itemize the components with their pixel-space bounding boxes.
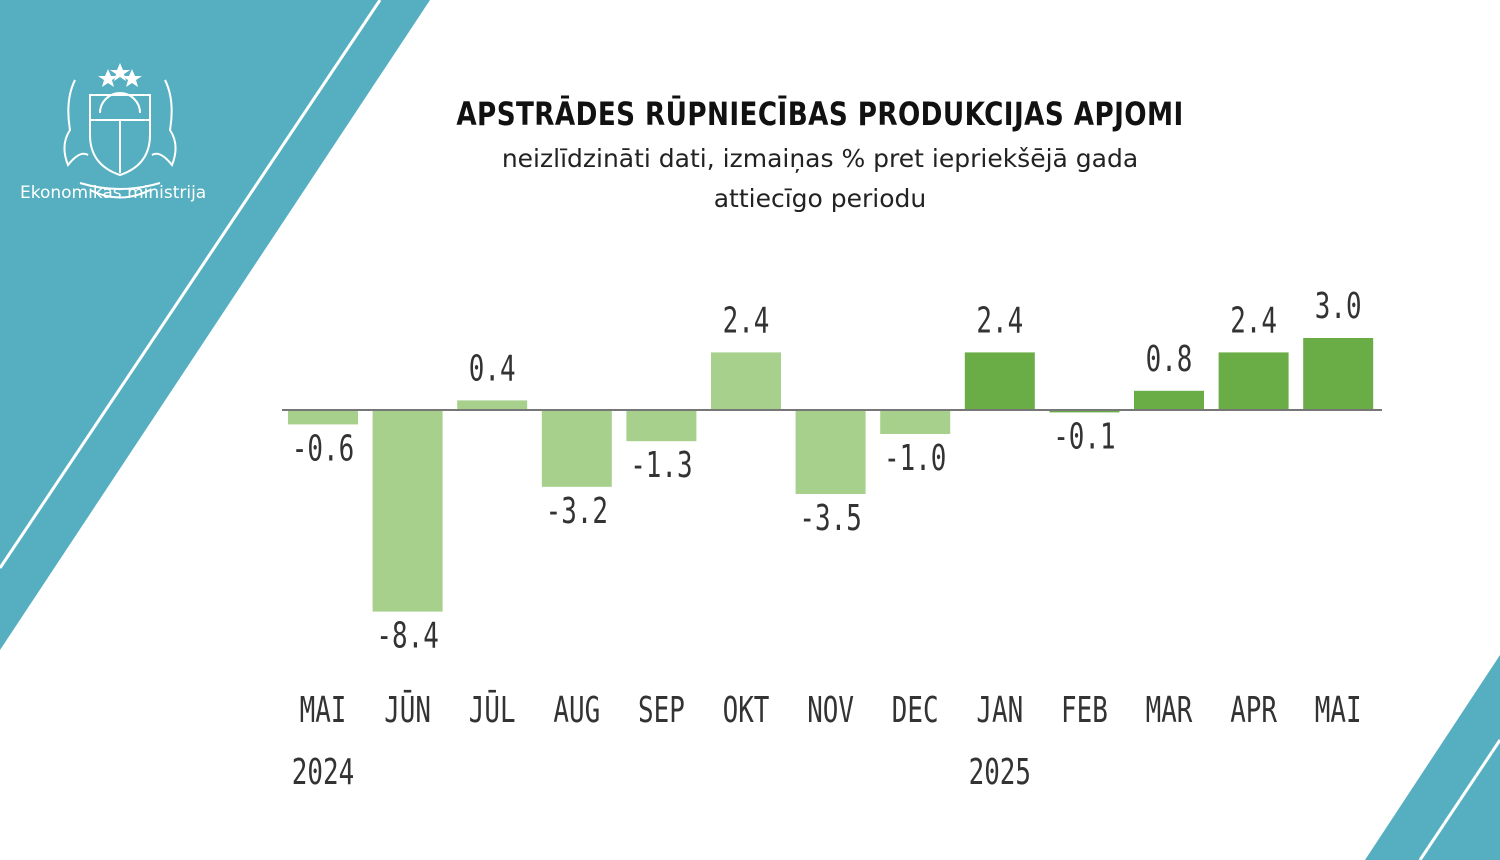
- month-label-10: MAR: [1146, 690, 1193, 731]
- coat-of-arms-icon: [63, 63, 177, 199]
- value-label-7: -1.0: [884, 438, 946, 479]
- value-label-5: 2.4: [723, 300, 770, 341]
- value-label-9: -0.1: [1053, 416, 1115, 457]
- chart-subtitle-line-1: neizlīdzināti dati, izmaiņas % pret iepr…: [501, 144, 1139, 173]
- month-label-2: JŪL: [469, 688, 516, 732]
- right-teal-corner: [1365, 655, 1500, 860]
- value-label-2: 0.4: [469, 348, 516, 389]
- left-diagonal-line-1: [0, 0, 382, 569]
- left-diagonal-line-2: [59, 164, 301, 521]
- month-label-9: FEB: [1061, 690, 1108, 731]
- bar-12: [1303, 338, 1374, 410]
- bar-9: [1049, 410, 1120, 413]
- right-diagonal-line: [1418, 739, 1500, 860]
- bar-2: [457, 400, 528, 410]
- value-label-10: 0.8: [1146, 339, 1193, 380]
- year-label-2025: 2025: [969, 752, 1031, 793]
- chart-subtitle-line-2: attiecīgo periodu: [713, 184, 927, 213]
- coat-of-arms-logo: [20, 55, 220, 220]
- value-label-4: -1.3: [630, 445, 692, 486]
- bar-10: [1134, 390, 1204, 410]
- month-label-11: APR: [1230, 690, 1277, 731]
- month-label-8: JAN: [976, 690, 1023, 731]
- ministry-name: Ekonomikas ministrija: [20, 183, 207, 203]
- month-label-4: SEP: [638, 690, 685, 731]
- value-label-1: -8.4: [376, 615, 438, 656]
- bar-1: [372, 410, 443, 612]
- value-label-3: -3.2: [546, 491, 608, 532]
- bar-4: [626, 410, 697, 442]
- bar-8: [964, 352, 1035, 410]
- bar-6: [795, 410, 866, 494]
- chart-title: APSTRĀDES RŪPNIECĪBAS PRODUKCIJAS APJOMI: [456, 95, 1184, 133]
- month-label-0: MAI: [300, 690, 347, 731]
- year-label-2024: 2024: [292, 752, 354, 793]
- bar-5: [711, 352, 781, 410]
- value-label-12: 3.0: [1315, 286, 1362, 327]
- month-label-7: DEC: [892, 690, 939, 731]
- month-label-3: AUG: [553, 690, 600, 731]
- value-label-0: -0.6: [292, 428, 354, 469]
- bar-0: [288, 410, 358, 425]
- value-label-8: 2.4: [976, 300, 1023, 341]
- month-label-5: OKT: [723, 690, 770, 731]
- month-label-6: NOV: [807, 690, 854, 731]
- left-teal-panel: [0, 0, 430, 650]
- bar-3: [541, 410, 612, 487]
- bar-7: [880, 410, 951, 434]
- bar-11: [1218, 352, 1289, 410]
- value-label-11: 2.4: [1230, 300, 1277, 341]
- month-label-1: JŪN: [384, 688, 431, 732]
- month-label-12: MAI: [1315, 690, 1362, 731]
- value-label-6: -3.5: [799, 498, 861, 539]
